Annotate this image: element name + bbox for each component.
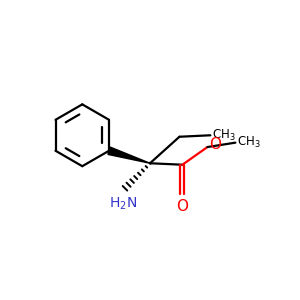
Text: O: O [176, 200, 188, 214]
Text: CH$_3$: CH$_3$ [212, 128, 236, 143]
Text: O: O [209, 136, 221, 152]
Text: H$_2$N: H$_2$N [110, 196, 138, 212]
Polygon shape [108, 147, 150, 163]
Text: CH$_3$: CH$_3$ [237, 135, 261, 150]
